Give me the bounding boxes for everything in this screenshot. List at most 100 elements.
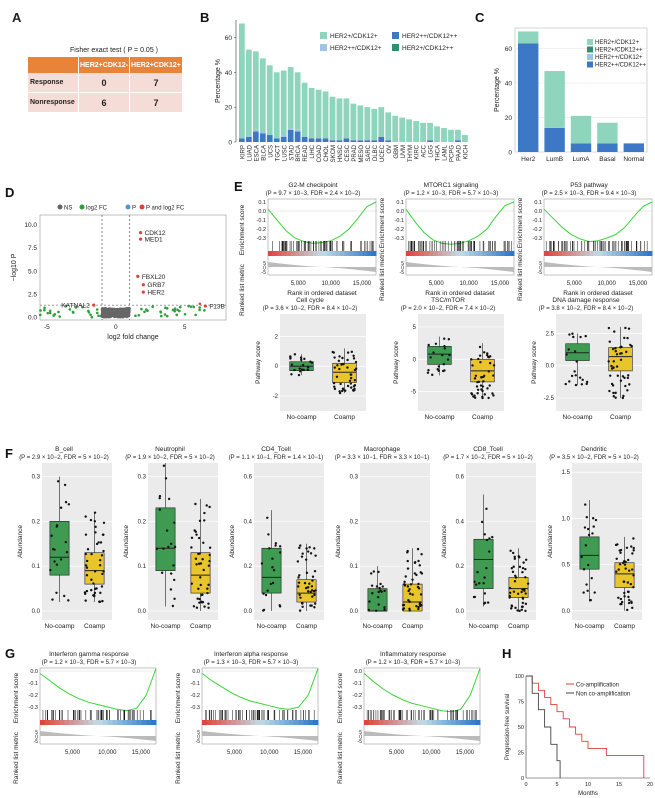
sample-point bbox=[198, 519, 202, 523]
legend-dot bbox=[57, 204, 63, 210]
group-label: No-coamp bbox=[257, 623, 287, 630]
gene-point bbox=[159, 311, 163, 314]
bar-her2-cdk12- bbox=[259, 133, 266, 142]
bar-her2-cdk12- bbox=[336, 140, 343, 142]
sample-point bbox=[486, 387, 489, 390]
y-tick-label: 0.2 bbox=[32, 519, 41, 525]
sample-point bbox=[190, 582, 193, 585]
sample-point bbox=[481, 389, 484, 393]
rank-color-band bbox=[643, 251, 648, 256]
sample-point bbox=[344, 389, 347, 392]
enrichment-y-title: Enrichment score bbox=[337, 672, 344, 723]
sample-point bbox=[512, 590, 516, 593]
sample-point bbox=[491, 535, 494, 539]
sample-point bbox=[349, 376, 353, 380]
gene-point bbox=[43, 306, 46, 310]
y-tick-label: 2 bbox=[275, 334, 279, 340]
gsea-x-tick: 15,000 bbox=[353, 281, 372, 287]
gene-point bbox=[89, 313, 92, 317]
sample-point bbox=[333, 356, 336, 359]
rank-color-band bbox=[436, 720, 442, 725]
sample-point bbox=[293, 368, 296, 372]
sample-point bbox=[630, 345, 633, 348]
rank-color-band bbox=[331, 251, 336, 256]
sample-point bbox=[620, 602, 623, 606]
rank-color-band bbox=[202, 720, 208, 725]
sample-point bbox=[368, 600, 371, 603]
survival-curve bbox=[526, 675, 561, 778]
sample-point bbox=[581, 378, 584, 382]
metric-y-tick: 0 bbox=[539, 266, 542, 272]
sample-point bbox=[272, 568, 276, 572]
sample-point bbox=[514, 606, 517, 610]
sample-point bbox=[417, 606, 420, 609]
category-label: GBM bbox=[394, 145, 400, 159]
sample-point bbox=[192, 605, 196, 608]
sample-point bbox=[99, 591, 102, 595]
sample-point bbox=[508, 596, 511, 599]
sample-point bbox=[296, 585, 300, 588]
rank-color-band bbox=[562, 251, 567, 256]
sample-point bbox=[627, 374, 630, 377]
gsea-title: P53 pathway bbox=[570, 182, 608, 189]
y-tick-label: 60 bbox=[505, 46, 513, 53]
gene-point bbox=[116, 315, 120, 319]
rank-color-band bbox=[442, 251, 447, 256]
rank-color-band bbox=[112, 720, 118, 725]
gsea-y-tick: -0.3 bbox=[257, 236, 266, 242]
sample-point bbox=[575, 360, 578, 363]
enrichment-curve bbox=[267, 201, 377, 244]
bar-her2-cdk12- bbox=[315, 89, 322, 139]
fisher-row: Nonresponse 6 7 bbox=[28, 92, 182, 112]
bar-her2-cdk12- bbox=[462, 135, 468, 142]
gsea-y-tick: -0.3 bbox=[29, 705, 38, 711]
sample-point bbox=[574, 374, 577, 377]
sample-point bbox=[591, 532, 594, 535]
panel-g-label: G bbox=[5, 646, 15, 661]
gene-point bbox=[118, 309, 122, 312]
sample-point bbox=[487, 370, 491, 373]
panel-b-label: B bbox=[200, 10, 209, 25]
sample-point bbox=[443, 337, 446, 340]
enrichment-y-title: Enrichment score bbox=[379, 197, 386, 248]
gene-point bbox=[95, 311, 99, 315]
sample-point bbox=[516, 609, 519, 612]
gene-point bbox=[87, 310, 91, 314]
ranked-metric-area bbox=[406, 262, 514, 272]
gsea-x-tick: 15,000 bbox=[294, 750, 313, 756]
sample-point bbox=[415, 604, 418, 608]
sample-point bbox=[617, 568, 620, 571]
enrichment-y-title: Enrichment score bbox=[13, 672, 20, 723]
x-tick-label: 5 bbox=[555, 782, 558, 788]
box-stats: (P = 1.1 × 10−1, FDR = 1.4 × 10−1) bbox=[229, 455, 324, 461]
sample-point bbox=[84, 533, 88, 536]
sample-point bbox=[339, 382, 342, 386]
sample-point bbox=[83, 591, 87, 594]
sample-point bbox=[434, 342, 438, 345]
bar-her2-cdk12- bbox=[455, 140, 461, 142]
sample-point bbox=[298, 609, 302, 612]
sample-point bbox=[84, 552, 87, 556]
rank-color-band bbox=[417, 720, 423, 725]
bar-her2-cdk12- bbox=[392, 115, 399, 142]
sample-point bbox=[85, 566, 89, 569]
legend-label: HER2+/CDK12++ bbox=[595, 48, 643, 54]
rank-color-band bbox=[308, 720, 314, 725]
category-label: BRCA bbox=[296, 145, 302, 162]
sample-point bbox=[582, 568, 586, 571]
sample-point bbox=[99, 541, 103, 544]
sample-point bbox=[94, 525, 97, 529]
y-tick-label: 50 bbox=[518, 725, 524, 731]
sample-point bbox=[269, 582, 273, 586]
sample-point bbox=[408, 588, 411, 591]
rank-color-band bbox=[428, 251, 434, 256]
sample-point bbox=[586, 527, 590, 531]
rank-color-band bbox=[146, 720, 152, 725]
rank-color-band bbox=[455, 720, 462, 725]
category-label: PCPG bbox=[450, 145, 456, 162]
y-axis-title: Abundance bbox=[17, 525, 24, 558]
fisher-corner-cell bbox=[28, 57, 79, 73]
fisher-row-name: Nonresponse bbox=[28, 92, 79, 112]
box-no-coamp bbox=[427, 346, 452, 365]
sample-point bbox=[573, 370, 576, 373]
